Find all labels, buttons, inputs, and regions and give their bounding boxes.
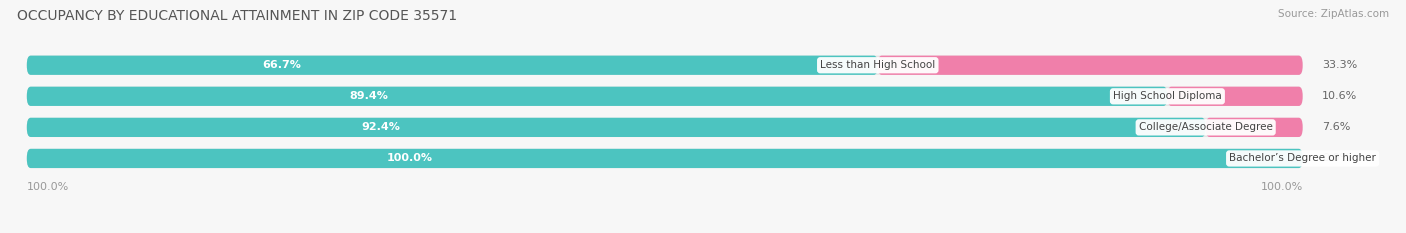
Text: Bachelor’s Degree or higher: Bachelor’s Degree or higher	[1229, 154, 1376, 163]
Text: 0.0%: 0.0%	[1322, 154, 1350, 163]
FancyBboxPatch shape	[27, 149, 1302, 168]
Text: High School Diploma: High School Diploma	[1114, 91, 1222, 101]
FancyBboxPatch shape	[27, 87, 1167, 106]
FancyBboxPatch shape	[27, 56, 1302, 75]
Text: College/Associate Degree: College/Associate Degree	[1139, 122, 1272, 132]
Text: 100.0%: 100.0%	[27, 182, 69, 192]
Text: Less than High School: Less than High School	[820, 60, 935, 70]
Text: 89.4%: 89.4%	[350, 91, 388, 101]
Text: 33.3%: 33.3%	[1322, 60, 1357, 70]
Text: 7.6%: 7.6%	[1322, 122, 1350, 132]
FancyBboxPatch shape	[27, 87, 1302, 106]
FancyBboxPatch shape	[27, 56, 877, 75]
Legend: Owner-occupied, Renter-occupied: Owner-occupied, Renter-occupied	[499, 230, 742, 233]
FancyBboxPatch shape	[1206, 118, 1302, 137]
FancyBboxPatch shape	[877, 56, 1302, 75]
FancyBboxPatch shape	[27, 118, 1206, 137]
FancyBboxPatch shape	[1167, 87, 1302, 106]
Text: Source: ZipAtlas.com: Source: ZipAtlas.com	[1278, 9, 1389, 19]
Text: 66.7%: 66.7%	[263, 60, 301, 70]
Text: 100.0%: 100.0%	[1260, 182, 1302, 192]
FancyBboxPatch shape	[27, 149, 1302, 168]
Text: OCCUPANCY BY EDUCATIONAL ATTAINMENT IN ZIP CODE 35571: OCCUPANCY BY EDUCATIONAL ATTAINMENT IN Z…	[17, 9, 457, 23]
FancyBboxPatch shape	[27, 118, 1302, 137]
Text: 10.6%: 10.6%	[1322, 91, 1357, 101]
Text: 92.4%: 92.4%	[361, 122, 399, 132]
Text: 100.0%: 100.0%	[387, 154, 433, 163]
